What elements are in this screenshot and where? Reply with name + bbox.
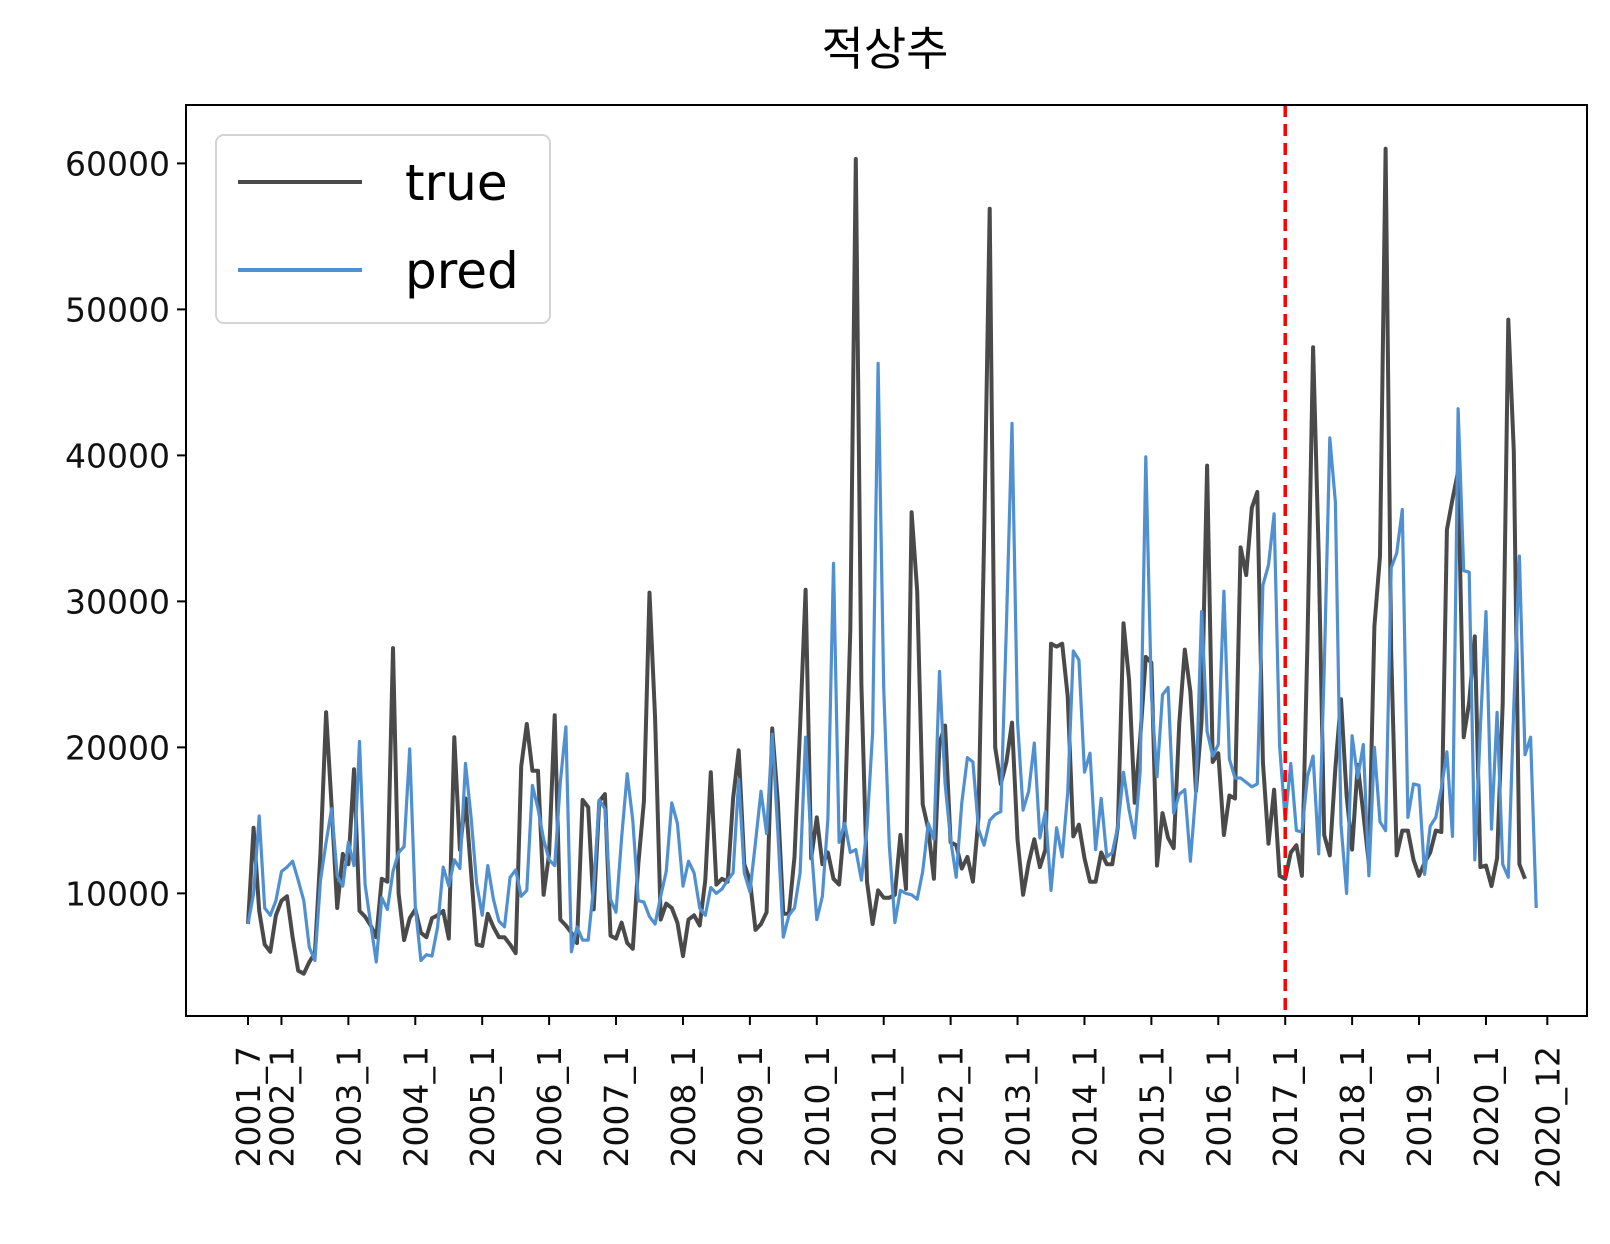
x-tick-label: 2016_1: [1199, 1046, 1238, 1167]
y-axis: 10000 20000 30000 40000 50000 60000: [65, 144, 186, 913]
chart-title: 적상추: [822, 22, 949, 76]
x-tick-label: 2012_1: [932, 1046, 971, 1167]
legend: true pred: [215, 134, 551, 324]
y-tick-label: 50000: [65, 290, 170, 329]
plot-area: [246, 105, 1538, 1016]
y-tick-label: 40000: [65, 436, 170, 475]
y-tick-label: 10000: [65, 874, 170, 913]
x-tick-label: 2014_1: [1065, 1046, 1104, 1167]
plot-frame: [185, 104, 1588, 1017]
x-tick-label: 2013_1: [999, 1046, 1038, 1167]
y-tick-label: 20000: [65, 728, 170, 767]
x-tick-label: 2019_1: [1400, 1046, 1439, 1167]
legend-label-pred: pred: [405, 242, 519, 300]
x-tick-label: 2020_1: [1467, 1046, 1506, 1167]
legend-label-true: true: [405, 154, 508, 212]
y-tick-label: 60000: [65, 144, 170, 183]
x-tick-label: 2001_7: [229, 1046, 268, 1167]
x-tick-label: 2006_1: [530, 1046, 569, 1167]
x-tick-label: 2017_1: [1266, 1046, 1305, 1167]
x-tick-label: 2007_1: [597, 1046, 636, 1167]
x-tick-label: 2020_12: [1528, 1046, 1567, 1188]
x-tick-label: 2003_1: [329, 1046, 368, 1167]
x-tick-label: 2009_1: [731, 1046, 770, 1167]
x-tick-label: 2005_1: [463, 1046, 502, 1167]
x-tick-label: 2002_1: [262, 1046, 301, 1167]
x-tick-label: 2004_1: [396, 1046, 435, 1167]
x-tick-label: 2018_1: [1333, 1046, 1372, 1167]
x-tick-label: 2015_1: [1132, 1046, 1171, 1167]
series-line-pred: [246, 361, 1538, 964]
y-tick-label: 30000: [65, 582, 170, 621]
x-tick-label: 2010_1: [798, 1046, 837, 1167]
x-tick-label: 2008_1: [664, 1046, 703, 1167]
x-tick-label: 2011_1: [865, 1046, 904, 1167]
